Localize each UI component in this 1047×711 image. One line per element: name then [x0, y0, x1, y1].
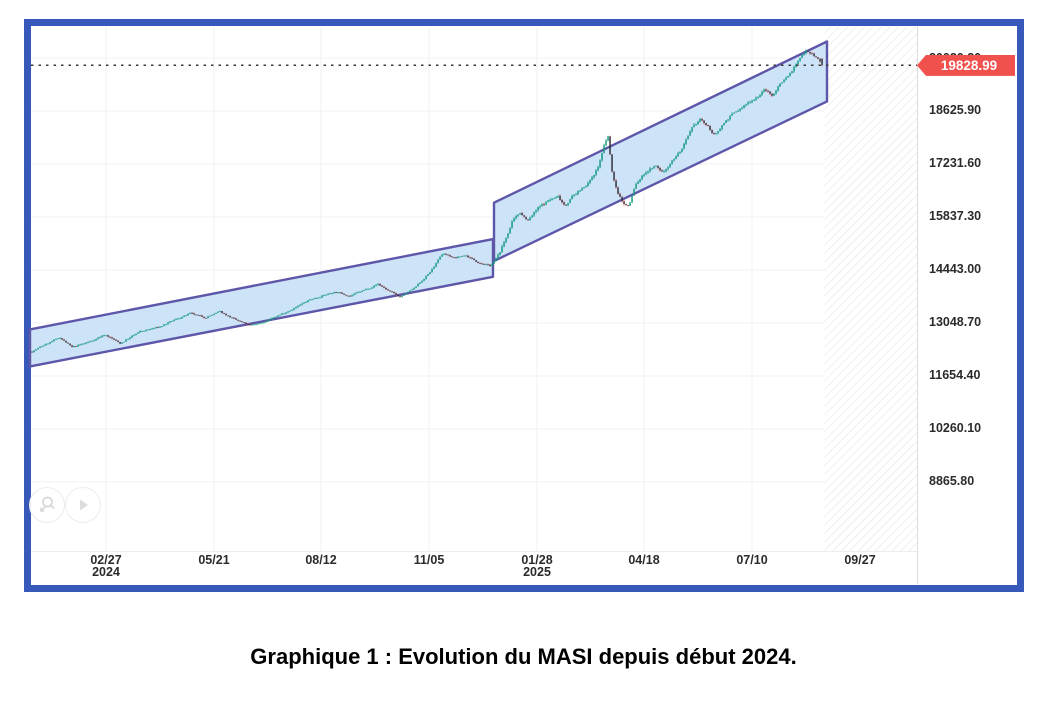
hatched-future-region [824, 27, 918, 551]
time-axis-label: 02/27 [90, 553, 122, 567]
price-axis-label: 10260.10 [929, 421, 982, 435]
time-axis-label: 01/28 [521, 553, 553, 567]
price-axis-label: 15837.30 [929, 209, 982, 223]
time-axis-label: 08/12 [305, 553, 337, 567]
trend-channels [28, 40, 829, 368]
current-price-tag: 19828.99 [917, 54, 1015, 76]
price-axis-label: 18625.90 [929, 103, 982, 117]
price-axis-label: 13048.70 [929, 315, 982, 329]
reset-zoom-button[interactable] [29, 487, 65, 523]
gridlines [31, 27, 917, 551]
price-axis-label: 8865.80 [929, 474, 975, 488]
time-axis-year-label: 2024 [92, 565, 120, 579]
time-axis-year-label: 2025 [523, 565, 551, 579]
figure-caption: Graphique 1 : Evolution du MASI depuis d… [250, 644, 797, 669]
time-axis-label: 11/05 [413, 553, 445, 567]
price-axis-label: 17231.60 [929, 156, 982, 170]
go-to-realtime-button[interactable] [65, 487, 101, 523]
price-axis-label: 11654.40 [929, 368, 981, 382]
time-axis-label: 07/10 [736, 553, 768, 567]
play-icon [80, 499, 88, 511]
price-axis-label: 14443.00 [929, 262, 982, 276]
time-axis-label: 09/27 [844, 553, 876, 567]
magnifier-arrow-icon [40, 496, 55, 512]
time-axis-label: 04/18 [628, 553, 660, 567]
time-axis-label: 05/21 [198, 553, 230, 567]
candlesticks [31, 49, 823, 353]
